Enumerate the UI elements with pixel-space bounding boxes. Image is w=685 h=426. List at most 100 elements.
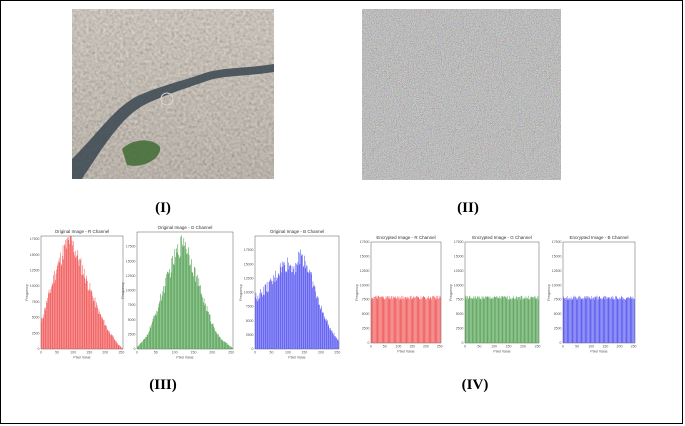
histogram-bar [308,272,309,349]
histogram-bar [64,245,66,349]
histogram-bar [227,344,229,349]
histogram-bar [191,271,193,349]
histogram-bar [181,235,182,349]
histogram-bar [61,263,63,349]
histogram-bar [112,335,113,349]
histogram-bar [41,317,43,349]
histogram-bar [182,246,184,349]
histogram-bar [215,331,216,349]
y-tick-label: 10000 [126,289,136,293]
y-axis-label: Frequency [547,284,551,301]
histogram-bar [279,275,280,349]
histogram-bar [291,265,293,349]
y-axis-label: Frequency [121,282,125,299]
histogram-bar [279,263,281,349]
histogram-bar [161,300,162,349]
x-tick-label: 100 [396,345,402,349]
histogram-bar [161,295,163,349]
y-tick-label: 7500 [362,298,370,302]
y-tick-label: 2500 [246,333,254,337]
histogram-bar [231,347,233,349]
histogram-bar [219,336,221,349]
x-tick-label: 200 [209,351,215,355]
y-axis-label: Frequency [25,284,29,301]
histogram-bar [289,266,290,349]
histogram-bar [73,252,75,349]
histogram-bar [283,261,285,349]
histogram-bar [206,310,207,349]
histogram-bar [287,269,289,349]
y-tick-label: 0 [134,347,136,351]
histogram-bar [98,313,99,349]
histogram-bar [335,336,336,349]
histogram-bar [190,264,191,349]
histogram-bar [108,331,109,349]
x-axis-label: Pixel Value [176,356,193,360]
panel-label-2: (II) [457,200,479,216]
histogram-bar [144,338,146,349]
histogram-bar [106,329,108,349]
y-tick-label: 2500 [32,331,40,335]
x-tick-label: 50 [478,345,482,349]
histogram-bar [58,257,60,349]
histogram-bar [60,265,62,349]
histogram-bar [169,269,170,349]
histogram-bar [256,299,257,349]
x-tick-label: 100 [285,351,291,355]
histogram-bar [278,274,280,349]
histogram-bar [184,245,185,349]
histogram-bar [149,331,150,349]
x-tick-label: 150 [86,351,92,355]
histogram-bar [272,281,274,349]
histogram-bar [84,277,86,349]
histogram-bar [281,272,282,349]
panel-label-3: (III) [149,377,177,393]
histogram-bar [69,244,70,349]
histogram-bar [311,272,312,349]
histogram-bar [313,286,314,349]
histogram-bar [83,274,84,349]
histogram-bar [318,304,320,349]
histogram-bar [69,236,71,349]
histogram-bar [171,258,173,349]
histogram-bar [148,332,149,349]
histogram-bar [284,265,286,349]
histogram-bar [114,340,116,349]
histogram-bar [217,334,218,349]
histogram-bar [49,292,51,349]
histogram-bar [296,263,297,349]
histogram-bar [316,296,318,349]
histogram-bar [224,341,226,349]
histogram-bar [79,258,80,349]
histogram-bar [222,340,224,349]
histogram-bar [332,332,333,349]
histogram-bar [320,308,322,349]
histogram-bar [71,240,73,349]
y-tick-label: 2500 [554,327,562,331]
histogram-bar [277,277,278,349]
x-tick-label: 200 [318,351,324,355]
histogram-bar [67,240,69,349]
histogram-bar [302,266,304,349]
histogram-bar [261,291,263,349]
histogram-bar [322,313,324,349]
chart-title: Original Image - R Channel [55,229,110,234]
histogram-bar [164,286,166,349]
histogram-bar [260,288,261,349]
histogram-bar [158,303,160,349]
histogram-bar [105,325,107,349]
x-tick-label: 100 [491,345,497,349]
histogram-bar [74,255,75,349]
histogram-bar [78,260,79,349]
histogram-bar [319,309,321,349]
histogram-bar [310,274,312,349]
histogram-bar [98,309,100,349]
histogram-bar [188,254,190,349]
histogram-bar [276,280,277,349]
x-tick-label: 0 [136,351,138,355]
x-tick-label: 50 [383,345,387,349]
histogram-bar [297,262,299,349]
y-tick-label: 17500 [552,240,562,244]
y-tick-label: 2500 [362,327,370,331]
histogram-bar [71,236,72,349]
